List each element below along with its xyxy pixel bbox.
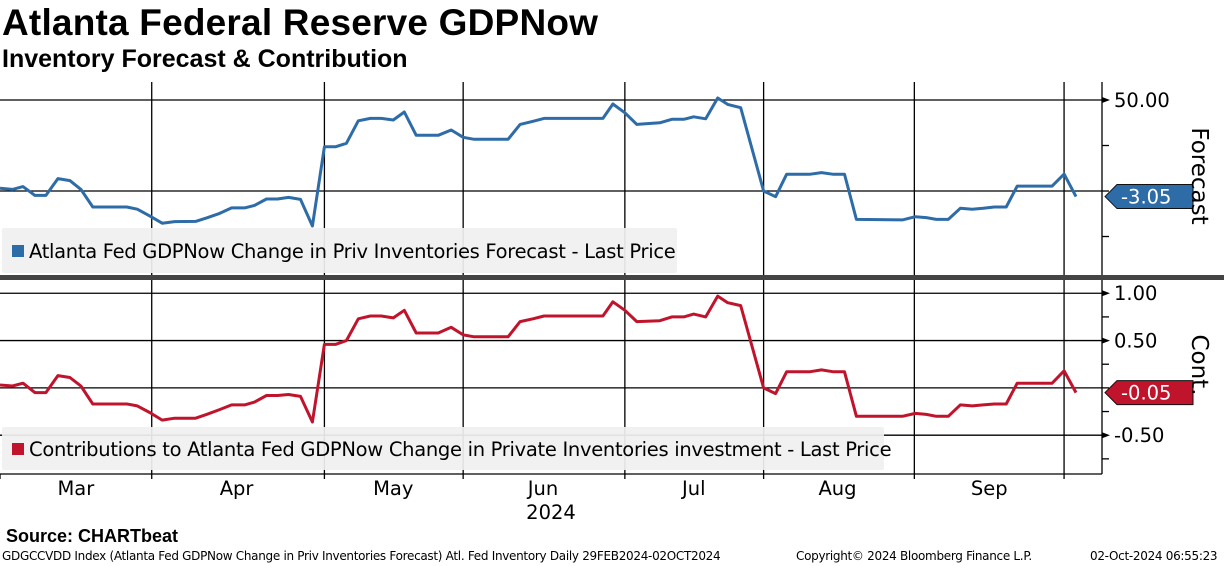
legend-swatch [12, 245, 24, 257]
y-tick-label: 50.00 [1114, 89, 1170, 112]
series-line-contribution [0, 294, 1078, 424]
timestamp: 02-Oct-2024 06:55:23 [1090, 549, 1218, 563]
chart-subtitle: Inventory Forecast & Contribution [2, 45, 408, 73]
x-tick-label: Jul [680, 477, 706, 500]
y-axis-title: Cont. [1186, 334, 1212, 395]
source-label: Source: CHARTbeat [6, 526, 179, 546]
legend-label: Atlanta Fed GDPNow Change in Priv Invent… [29, 240, 675, 263]
chart-title: Atlanta Federal Reserve GDPNow [2, 2, 599, 43]
y-tick-label: 1.00 [1114, 282, 1157, 305]
last-price-label: -3.05 [1121, 186, 1171, 209]
x-tick-label: Jun [526, 477, 558, 500]
index-info: GDGCCVDD Index (Atlanta Fed GDPNow Chang… [2, 549, 721, 563]
legend-box [2, 427, 884, 470]
y-axis-title: Forecast [1186, 127, 1212, 224]
legend-label: Contributions to Atlanta Fed GDPNow Chan… [29, 438, 891, 461]
x-tick-label: Sep [971, 477, 1008, 500]
panel-separator [0, 275, 1224, 280]
legend-box [2, 228, 677, 273]
y-tick-arrow [1102, 337, 1110, 344]
x-year-label: 2024 [526, 501, 576, 524]
last-price-label: -0.05 [1121, 382, 1171, 405]
y-tick-arrow [1102, 290, 1110, 297]
copyright: Copyright© 2024 Bloomberg Finance L.P. [796, 549, 1032, 563]
legend-swatch [12, 443, 24, 455]
last-price-tag [1104, 184, 1194, 210]
y-tick-label: -0.50 [1114, 424, 1164, 447]
last-price-tag [1104, 380, 1194, 406]
x-tick-label: May [373, 477, 413, 500]
x-tick-label: Mar [57, 477, 95, 500]
x-tick-label: Apr [220, 477, 255, 500]
x-tick-label: Aug [818, 477, 856, 500]
series-line-forecast [0, 96, 1078, 228]
y-tick-arrow [1102, 432, 1110, 439]
y-tick-arrow [1102, 97, 1110, 104]
y-tick-label: 0.50 [1114, 330, 1157, 353]
